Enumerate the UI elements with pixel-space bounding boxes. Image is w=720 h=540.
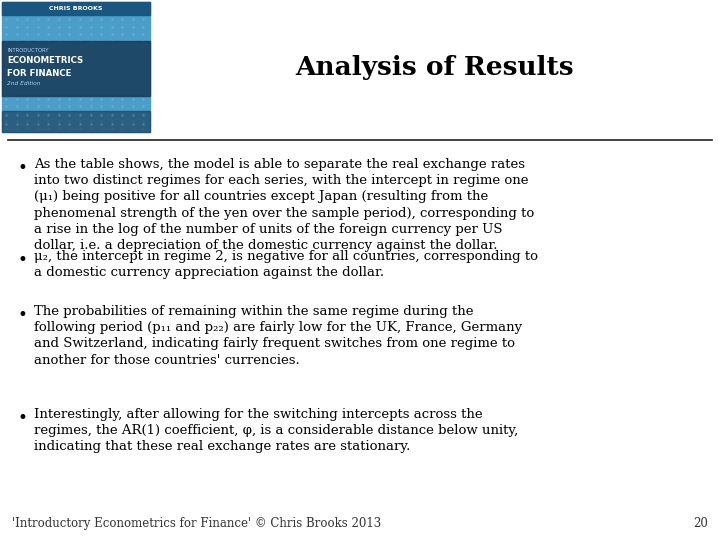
Text: Interestingly, after allowing for the switching intercepts across the
regimes, t: Interestingly, after allowing for the sw… bbox=[34, 408, 518, 454]
Text: ECONOMETRICS: ECONOMETRICS bbox=[7, 56, 84, 65]
Text: 20: 20 bbox=[693, 517, 708, 530]
Text: •: • bbox=[17, 306, 27, 324]
Text: As the table shows, the model is able to separate the real exchange rates
into t: As the table shows, the model is able to… bbox=[34, 158, 534, 252]
Text: 'Introductory Econometrics for Finance' © Chris Brooks 2013: 'Introductory Econometrics for Finance' … bbox=[12, 517, 382, 530]
Text: The probabilities of remaining within the same regime during the
following perio: The probabilities of remaining within th… bbox=[34, 305, 522, 367]
Text: μ₂, the intercept in regime 2, is negative for all countries, corresponding to
a: μ₂, the intercept in regime 2, is negati… bbox=[34, 250, 538, 279]
Text: Analysis of Results: Analysis of Results bbox=[296, 55, 575, 79]
Text: •: • bbox=[17, 159, 27, 177]
Bar bbox=[2, 2, 150, 15]
Text: 2nd Edition: 2nd Edition bbox=[7, 82, 40, 86]
Bar bbox=[2, 41, 150, 96]
Bar bbox=[2, 111, 150, 132]
Text: •: • bbox=[17, 251, 27, 269]
Text: INTRODUCTORY: INTRODUCTORY bbox=[7, 48, 48, 52]
Text: •: • bbox=[17, 409, 27, 427]
Text: CHRIS BROOKS: CHRIS BROOKS bbox=[49, 6, 103, 11]
Bar bbox=[2, 2, 150, 132]
Text: FOR FINANCE: FOR FINANCE bbox=[7, 70, 71, 78]
